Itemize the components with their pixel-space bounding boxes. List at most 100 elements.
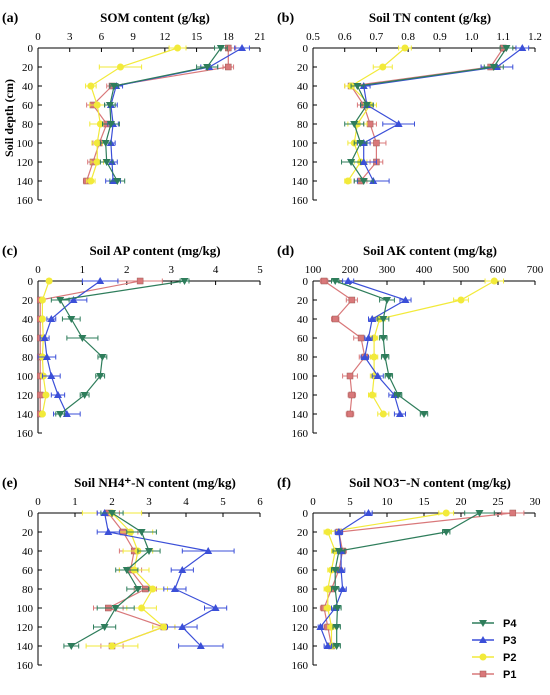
y-tick-label: 40 [297, 81, 309, 93]
series-line [44, 280, 101, 415]
data-point [338, 585, 347, 592]
y-tick-label: 40 [297, 546, 309, 558]
x-tick-label: 500 [453, 264, 470, 276]
y-tick-label: 60 [22, 565, 34, 577]
y-axis-label: Soil depth (cm) [2, 79, 16, 157]
data-point [518, 44, 527, 51]
series-line [347, 280, 407, 415]
x-tick-label: 15 [419, 496, 431, 508]
data-point [395, 410, 404, 417]
y-tick-label: 120 [292, 157, 309, 169]
data-point [93, 158, 101, 166]
x-tick-label: 1 [72, 496, 78, 508]
panel-a: (a) SOM content (g/kg) 0 3 6 9 12 15 18 21 0 20 40 60… [2, 10, 266, 207]
data-point [368, 315, 377, 322]
panel-f: (f) Soil NO3⁻-N content (mg/kg) 0 5 10 15 20 25… [277, 475, 541, 672]
series-p4 [341, 45, 514, 185]
data-point [108, 642, 116, 650]
y-tick-label: 80 [22, 584, 34, 596]
legend-marker [479, 670, 487, 678]
data-point [53, 391, 62, 398]
data-point [442, 509, 450, 517]
y-tick-label: 120 [17, 157, 34, 169]
data-point [38, 410, 46, 418]
y-tick-label: 20 [22, 62, 34, 74]
series-line [371, 280, 495, 415]
x-tick-label: 3 [67, 31, 73, 43]
data-point [116, 63, 124, 71]
data-point [160, 623, 168, 631]
data-point [145, 548, 153, 555]
data-point [344, 277, 353, 284]
x-tick-label: 2 [124, 264, 130, 276]
data-point [113, 178, 122, 185]
x-tick-label: 0 [35, 496, 41, 508]
legend: P4 P3 P2 P1 [472, 618, 517, 681]
y-tick-label: 160 [292, 660, 309, 672]
data-point [324, 604, 332, 612]
series-p2 [81, 509, 176, 650]
data-point [204, 547, 213, 554]
x-tick-label: 1.1 [496, 31, 510, 43]
y-tick-label: 100 [17, 603, 34, 615]
data-point [106, 121, 115, 128]
x-tick-label: 0 [35, 31, 41, 43]
data-point [346, 410, 354, 418]
series-line [326, 512, 447, 646]
data-point [93, 101, 101, 109]
x-tick-label: 0.6 [338, 31, 352, 43]
x-tick-label: 6 [99, 31, 105, 43]
panel-label: (a) [2, 11, 19, 26]
legend-marker [479, 636, 487, 643]
data-point [368, 391, 376, 399]
data-point [334, 548, 343, 555]
series-line [71, 512, 150, 647]
panel-label: (c) [2, 244, 18, 259]
x-tick-label: 5 [257, 264, 263, 276]
x-tick-label: 400 [416, 264, 433, 276]
series-p1 [319, 277, 371, 418]
y-tick-label: 120 [292, 622, 309, 634]
x-tick-label: 600 [490, 264, 507, 276]
data-point [346, 372, 354, 380]
y-tick-label: 60 [22, 100, 34, 112]
y-tick-label: 80 [22, 352, 34, 364]
data-point [38, 296, 46, 304]
legend-label: P3 [503, 635, 516, 647]
y-tick-label: 160 [292, 428, 309, 440]
data-point [36, 391, 44, 399]
y-tick-label: 140 [17, 641, 34, 653]
data-point [332, 624, 341, 631]
y-tick-label: 160 [17, 428, 34, 440]
series-p3 [96, 509, 235, 649]
x-tick-label: 1 [80, 264, 86, 276]
y-tick-label: 140 [292, 176, 309, 188]
data-point [47, 315, 56, 322]
data-point [174, 44, 182, 52]
series-p4 [50, 278, 190, 418]
data-point [379, 335, 388, 342]
y-tick-label: 20 [22, 295, 34, 307]
data-point [98, 354, 107, 361]
x-tick-label: 0.8 [401, 31, 415, 43]
data-point [40, 334, 49, 341]
data-point [149, 585, 157, 593]
legend-label: P1 [503, 669, 516, 681]
x-tick-label: 18 [223, 31, 235, 43]
y-tick-label: 0 [28, 43, 34, 55]
data-point [324, 585, 332, 593]
data-point [394, 392, 403, 399]
data-point [96, 277, 105, 284]
series-p1 [319, 509, 525, 650]
panel-label: (e) [2, 476, 18, 491]
data-point [442, 529, 451, 536]
y-tick-label: 20 [297, 62, 309, 74]
data-point [138, 604, 146, 612]
data-point [320, 277, 328, 285]
y-tick-label: 160 [17, 660, 34, 672]
data-point [502, 45, 511, 52]
x-tick-label: 12 [159, 31, 170, 43]
data-point [379, 63, 387, 71]
data-point [87, 177, 95, 185]
